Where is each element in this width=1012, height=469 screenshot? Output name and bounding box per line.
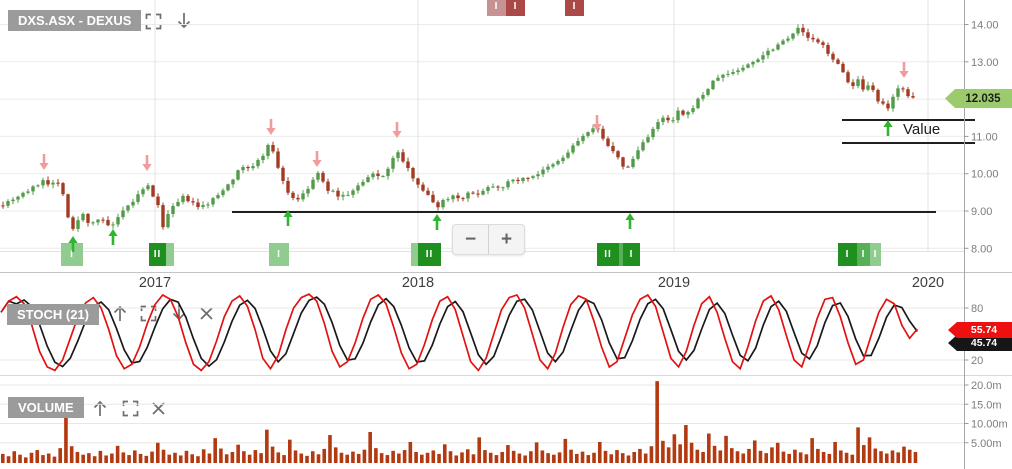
fullscreen-icon[interactable] bbox=[140, 305, 157, 322]
axis-tick-label: 15.0m bbox=[971, 399, 1002, 411]
volume-panel-label[interactable]: VOLUME bbox=[8, 397, 84, 418]
axis-tick-label: 80 bbox=[971, 303, 983, 315]
symbol-label[interactable]: DXS.ASX - DEXUS bbox=[8, 10, 142, 31]
dividend-event-badge-square: I bbox=[269, 243, 289, 266]
alert-event-badge[interactable]: I bbox=[565, 0, 584, 16]
stoch-plot-area[interactable] bbox=[0, 290, 964, 375]
dividend-event-badge[interactable]: I bbox=[269, 243, 289, 266]
fullscreen-icon[interactable] bbox=[145, 13, 162, 30]
value-annotation-label[interactable]: Value bbox=[903, 121, 941, 138]
stoch-k-value-badge: 55.74 bbox=[948, 322, 1012, 338]
price-plot-area[interactable] bbox=[0, 0, 964, 251]
axis-tick-label: 13.00 bbox=[971, 57, 999, 69]
date-axis: 2017 2018 2019 2020 bbox=[139, 275, 944, 291]
axis-tick-label: 8.00 bbox=[971, 243, 992, 255]
fullscreen-icon[interactable] bbox=[122, 400, 139, 417]
zoom-out-button[interactable]: − bbox=[453, 225, 489, 254]
close-icon[interactable] bbox=[151, 401, 166, 416]
close-icon[interactable] bbox=[199, 306, 214, 321]
dividend-event-badge-square: I bbox=[838, 243, 857, 266]
right-axis: 14.00 13.00 11.00 10.00 9.00 8.00 80 20 20.0m 15.… bbox=[964, 0, 1008, 469]
axis-tick-label: 11.00 bbox=[971, 131, 998, 143]
axis-tick-label: 10.00m bbox=[971, 419, 1008, 431]
year-label: 2020 bbox=[912, 275, 944, 291]
dividend-event-badge-square: II bbox=[149, 243, 166, 266]
alert-event-badge-square: I bbox=[487, 0, 506, 16]
axis-tick-label: 20 bbox=[971, 355, 983, 367]
move-panel-down-icon[interactable] bbox=[171, 304, 187, 322]
zoom-in-button[interactable]: + bbox=[500, 228, 513, 250]
move-panel-up-icon[interactable] bbox=[92, 399, 108, 417]
move-panel-up-icon[interactable] bbox=[112, 304, 128, 322]
axis-tick-label: 9.00 bbox=[971, 206, 992, 218]
axis-tick-label: 14.00 bbox=[971, 20, 999, 32]
axis-tick-label: 10.00 bbox=[971, 169, 999, 181]
year-label: 2019 bbox=[658, 275, 690, 291]
dividend-event-badge[interactable]: II bbox=[149, 243, 174, 266]
dividend-event-badge-square: I bbox=[623, 243, 640, 266]
stoch-panel-label[interactable]: STOCH (21) bbox=[7, 304, 99, 325]
dividend-event-badge[interactable]: I bbox=[61, 243, 83, 266]
alert-event-badge-square: I bbox=[565, 0, 584, 16]
dividend-event-badge-square: I bbox=[61, 243, 83, 266]
dividend-event-badge-square: II bbox=[597, 243, 619, 266]
dividend-event-badge-square: II bbox=[418, 243, 441, 266]
last-price-badge: 12.035 bbox=[945, 89, 1012, 108]
move-panel-down-icon[interactable] bbox=[176, 12, 192, 30]
dividend-event-badge-square bbox=[619, 243, 623, 266]
zoom-control: − + bbox=[452, 224, 525, 255]
axis-tick-label: 20.0m bbox=[971, 380, 1002, 392]
dividend-event-badge-square: I bbox=[857, 243, 870, 266]
year-label: 2018 bbox=[402, 275, 434, 291]
year-label: 2017 bbox=[139, 275, 171, 291]
axis-tick-label: 5.00m bbox=[971, 438, 1002, 450]
volume-plot-area[interactable] bbox=[0, 376, 964, 469]
dividend-event-badge-square bbox=[411, 243, 418, 266]
dividend-event-badge[interactable]: II bbox=[411, 243, 441, 266]
alert-event-badge-square: I bbox=[506, 0, 525, 16]
dividend-event-badge-square bbox=[166, 243, 174, 266]
dividend-event-badge-square: I bbox=[870, 243, 881, 266]
